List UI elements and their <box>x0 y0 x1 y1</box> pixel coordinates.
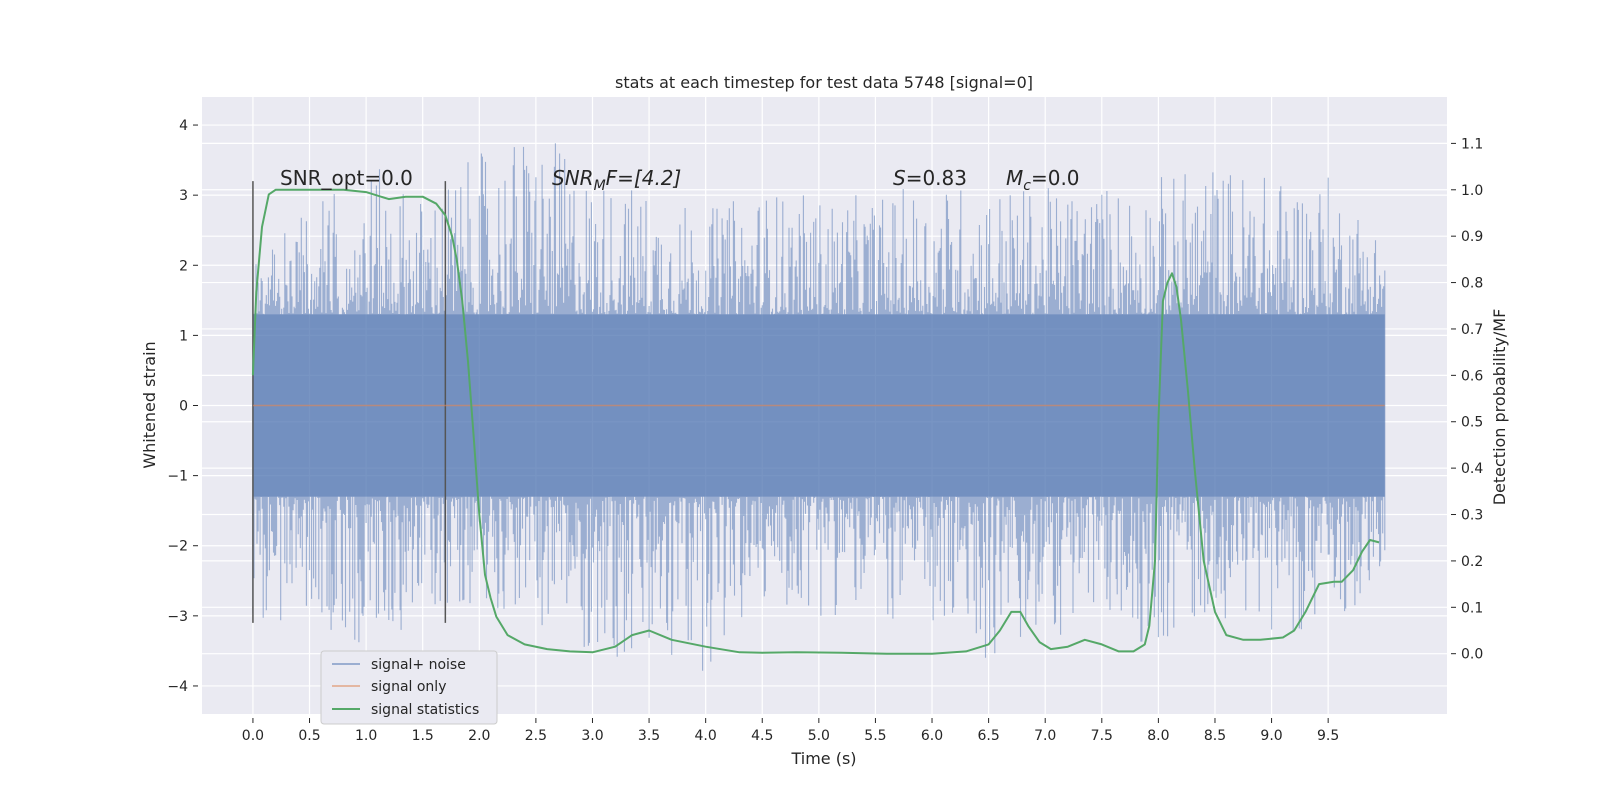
annotation-mc-tail: =0.0 <box>1031 166 1080 190</box>
annotation-mc: Mc=0.0 <box>1006 166 1080 194</box>
y-tick-label-4: −4 <box>167 679 188 695</box>
annotation-snr-mf-sub: M <box>594 178 606 194</box>
y2-tick-label-0-8: 0.8 <box>1461 276 1483 292</box>
y2-tick-label-1-0: 1.0 <box>1461 183 1483 199</box>
y-tick-label-2: 2 <box>179 258 188 274</box>
y-tick-label-3: −3 <box>167 609 188 625</box>
y2-tick-label-1-1: 1.1 <box>1461 136 1483 152</box>
x-tick-label-0-5: 0.5 <box>298 728 320 744</box>
signal-statistics-line <box>251 188 1380 655</box>
x-tick-label-7-5: 7.5 <box>1091 728 1113 744</box>
x-tick-label-1-5: 1.5 <box>412 728 434 744</box>
y2-tick-label-0-5: 0.5 <box>1461 415 1483 431</box>
annotation-mc-main: M <box>1006 166 1023 190</box>
annotation-snr-mf-main: SNR <box>552 166 594 190</box>
y2-tick-label-0-7: 0.7 <box>1461 322 1483 338</box>
annotation-snr-opt: SNR_opt=0.0 <box>280 166 413 190</box>
annotation-s-tail: =0.83 <box>906 166 967 190</box>
y2-axis-label: Detection probability/MF <box>1490 309 1509 506</box>
legend-label-signal-statistics: signal statistics <box>371 702 479 718</box>
x-tick-label-1-0: 1.0 <box>355 728 377 744</box>
x-tick-label-2-5: 2.5 <box>525 728 547 744</box>
legend-label-signal-only: signal only <box>371 679 446 695</box>
x-tick-label-4-0: 4.0 <box>695 728 717 744</box>
x-tick-label-8-5: 8.5 <box>1204 728 1226 744</box>
legend-label-signal-noise: signal+ noise <box>371 657 466 673</box>
x-tick-label-6-5: 6.5 <box>977 728 999 744</box>
y-axis-ticks: −4 −3 −2 −1 0 1 2 3 4 <box>167 118 198 695</box>
annotation-s-main: S <box>893 166 906 190</box>
legend: signal+ noise signal only signal statist… <box>320 650 498 725</box>
x-tick-label-3-5: 3.5 <box>638 728 660 744</box>
chart-title: stats at each timestep for test data 574… <box>615 73 1033 92</box>
y-tick-label-3: 3 <box>179 188 188 204</box>
x-tick-label-8-0: 8.0 <box>1147 728 1169 744</box>
y2-tick-label-0-9: 0.9 <box>1461 229 1483 245</box>
x-tick-label-2-0: 2.0 <box>468 728 490 744</box>
y2-tick-label-0-2: 0.2 <box>1461 554 1483 570</box>
vertical-markers <box>252 181 447 623</box>
y2-tick-label-0-1: 0.1 <box>1461 600 1483 616</box>
y-tick-label-1: −1 <box>167 469 188 485</box>
annotation-snr-mf: SNRMF=[4.2] <box>552 166 681 194</box>
x-tick-label-3-0: 3.0 <box>581 728 603 744</box>
y-axis-label: Whitened strain <box>140 341 159 468</box>
y-tick-label-4: 4 <box>179 118 188 134</box>
y2-tick-label-0-3: 0.3 <box>1461 508 1483 524</box>
line-series <box>251 188 1385 655</box>
y2-axis-ticks: 0.0 0.1 0.2 0.3 0.4 0.5 0.6 0.7 0.8 0.9 1.0 1.1 <box>1451 136 1483 663</box>
legend-box <box>320 650 498 725</box>
y-tick-label-1: 1 <box>179 328 188 344</box>
x-axis-ticks: 0.0 0.5 1.0 1.5 2.0 2.5 3.0 3.5 4.0 4.5 5.0 5.5 6.0 6… <box>242 718 1339 744</box>
y-tick-label-0: 0 <box>179 399 188 415</box>
x-tick-label-4-5: 4.5 <box>751 728 773 744</box>
x-tick-label-0-0: 0.0 <box>242 728 264 744</box>
annotation-snr-mf-tail: F=[4.2] <box>606 166 682 190</box>
x-tick-label-9-5: 9.5 <box>1317 728 1339 744</box>
y2-tick-label-0-4: 0.4 <box>1461 461 1483 477</box>
x-tick-label-7-0: 7.0 <box>1034 728 1056 744</box>
x-axis-label: Time (s) <box>790 749 856 768</box>
x-tick-label-9-0: 9.0 <box>1260 728 1282 744</box>
annotation-s: S=0.83 <box>893 166 967 190</box>
y-tick-label-2: −2 <box>167 539 188 555</box>
y2-tick-label-0-6: 0.6 <box>1461 368 1483 384</box>
x-tick-label-6-0: 6.0 <box>921 728 943 744</box>
y2-tick-label-0-0: 0.0 <box>1461 647 1483 663</box>
x-tick-label-5-0: 5.0 <box>808 728 830 744</box>
annotation-mc-sub: c <box>1023 178 1031 194</box>
x-tick-label-5-5: 5.5 <box>864 728 886 744</box>
